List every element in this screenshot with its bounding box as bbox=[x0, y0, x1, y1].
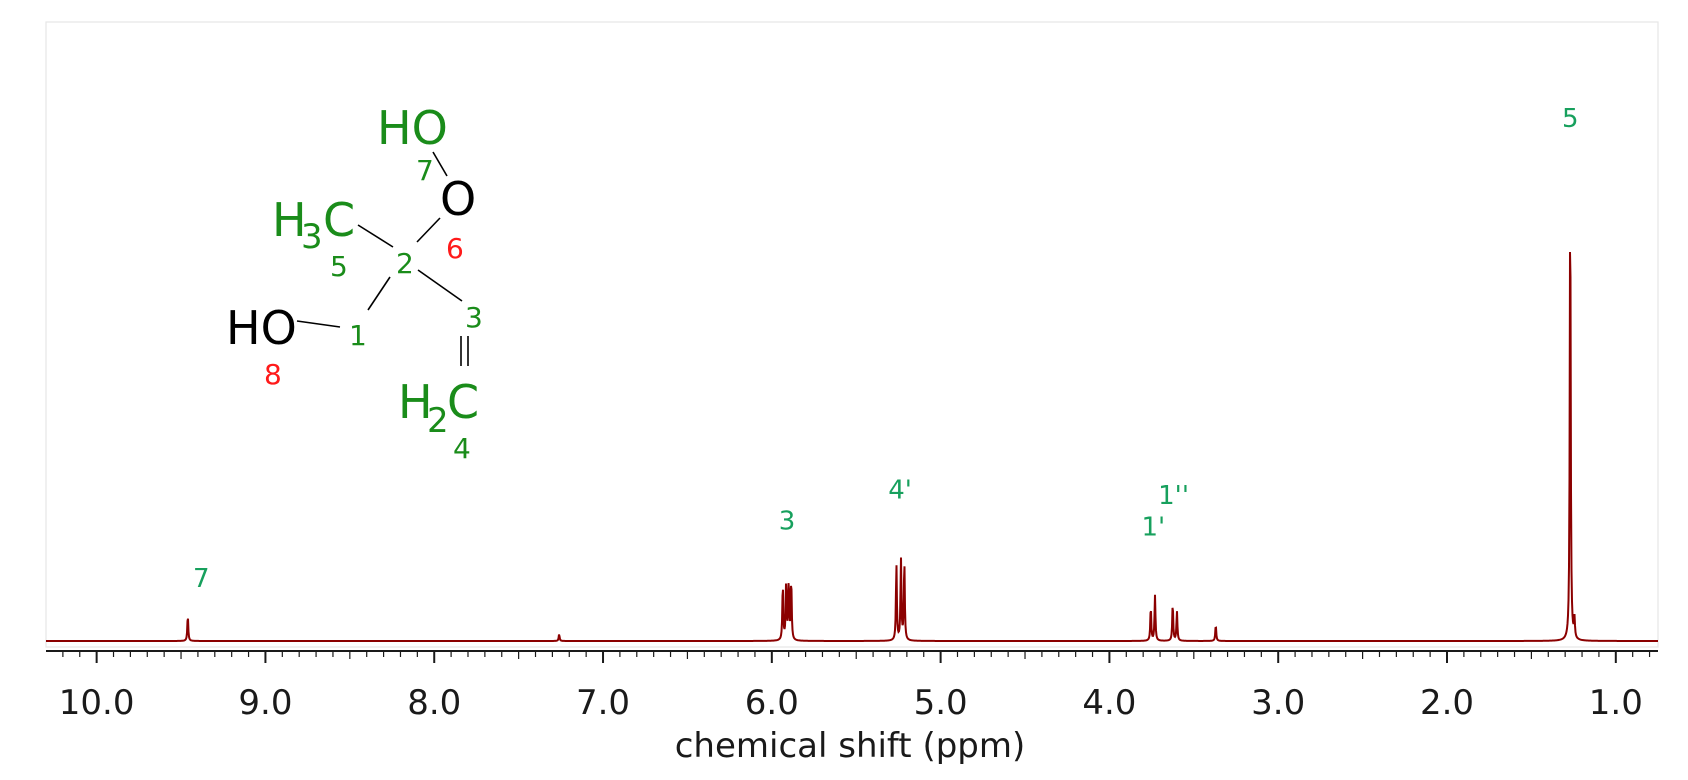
bond-o6-c2 bbox=[416, 217, 441, 243]
atom-o7-number: 7 bbox=[416, 154, 434, 187]
x-tick-label: 2.0 bbox=[1420, 683, 1474, 723]
x-axis-title: chemical shift (ppm) bbox=[675, 726, 1026, 766]
atom-o8-number: 8 bbox=[264, 358, 282, 391]
x-axis-minor-ticks bbox=[62, 651, 1651, 659]
bond-c5-c2 bbox=[357, 224, 394, 248]
x-tick-label: 6.0 bbox=[745, 683, 799, 723]
atom-c4-subscript: 2 bbox=[427, 401, 449, 441]
bond-c2-c1 bbox=[367, 276, 391, 311]
atom-c5-subscript: 3 bbox=[301, 217, 323, 257]
atom-c5-c: C bbox=[323, 193, 355, 247]
x-tick-label: 5.0 bbox=[914, 683, 968, 723]
spectrum-line bbox=[46, 252, 1658, 642]
atom-c5-number: 5 bbox=[330, 250, 348, 283]
x-tick-label: 8.0 bbox=[407, 683, 461, 723]
atom-c4-number: 4 bbox=[453, 432, 471, 465]
molecule-structure: HO 7 O 6 H 3 C 5 2 3 HO 1 8 H 2 C 4 bbox=[226, 101, 483, 465]
peak-label: 1'' bbox=[1158, 481, 1189, 511]
atom-o6-number: 6 bbox=[446, 232, 464, 265]
atom-o8-label: HO bbox=[226, 301, 297, 355]
atom-c4-h: H bbox=[398, 375, 433, 429]
peak-label: 7 bbox=[193, 564, 210, 594]
plot-frame bbox=[45, 21, 1659, 648]
x-tick-label: 9.0 bbox=[238, 683, 292, 723]
atom-c5-h: H bbox=[272, 193, 307, 247]
bond-o7-o6 bbox=[432, 151, 448, 177]
peak-label: 3 bbox=[779, 507, 796, 537]
x-tick-label: 7.0 bbox=[576, 683, 630, 723]
atom-c3-number: 3 bbox=[465, 301, 483, 334]
x-axis-major-ticks bbox=[95, 651, 1617, 663]
bond-c2-c3 bbox=[417, 269, 463, 302]
x-axis-tick-labels: 10.0 9.0 8.0 7.0 6.0 5.0 4.0 3.0 2.0 1.0 bbox=[59, 683, 1643, 723]
atom-o6-label: O bbox=[440, 172, 476, 226]
atom-c2-number: 2 bbox=[396, 247, 414, 280]
x-tick-label: 3.0 bbox=[1251, 683, 1305, 723]
atom-c4-c: C bbox=[447, 375, 479, 429]
x-tick-label: 4.0 bbox=[1082, 683, 1136, 723]
peak-labels: 7 3 4' 1''1' 5 bbox=[193, 104, 1578, 594]
bond-o8-c1 bbox=[296, 320, 341, 328]
peak-label: 4' bbox=[888, 475, 912, 505]
peak-label: 5 bbox=[1562, 104, 1579, 134]
atom-c1-number: 1 bbox=[349, 319, 367, 352]
x-tick-label: 10.0 bbox=[59, 683, 135, 723]
atom-o7-label: HO bbox=[377, 101, 448, 155]
x-tick-label: 1.0 bbox=[1589, 683, 1643, 723]
peak-label: 1' bbox=[1141, 512, 1165, 542]
